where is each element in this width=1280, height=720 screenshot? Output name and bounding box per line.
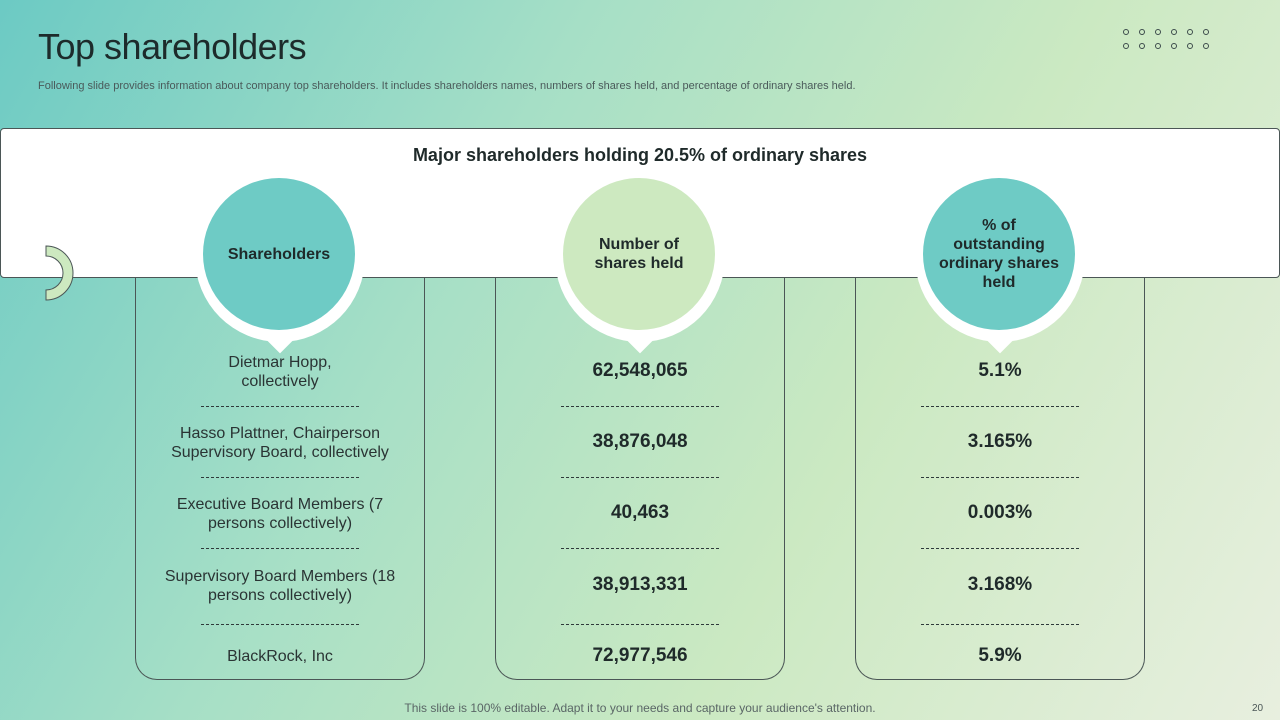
percent-column-panel bbox=[855, 277, 1145, 680]
shares-value: 62,548,065 bbox=[592, 360, 688, 381]
shares-header: Number of shares held bbox=[555, 172, 725, 354]
shareholders-column-panel bbox=[135, 277, 425, 680]
shareholder-name: BlackRock, Inc bbox=[227, 648, 333, 665]
row-divider bbox=[921, 624, 1079, 625]
row-divider bbox=[561, 548, 719, 549]
percent-value: 5.9% bbox=[978, 645, 1022, 666]
shares-value: 38,876,048 bbox=[592, 431, 688, 452]
percent-value: 0.003% bbox=[967, 502, 1033, 523]
row-divider bbox=[201, 548, 359, 549]
shareholder-name: Supervisory Board Members (18 persons co… bbox=[164, 568, 396, 604]
shares-value: 72,977,546 bbox=[592, 645, 688, 666]
row-divider bbox=[561, 477, 719, 478]
half-ring-icon bbox=[45, 245, 74, 301]
row-divider bbox=[561, 406, 719, 407]
shareholder-name: Dietmar Hopp, collectively bbox=[228, 354, 332, 390]
row-divider bbox=[921, 548, 1079, 549]
percent-header-label: % of outstanding ordinary shares held bbox=[923, 178, 1075, 330]
row-divider bbox=[201, 406, 359, 407]
percent-value: 3.168% bbox=[967, 574, 1033, 595]
row-divider bbox=[561, 624, 719, 625]
row-divider bbox=[201, 624, 359, 625]
page-number: 20 bbox=[1252, 703, 1264, 714]
footer-note: This slide is 100% editable. Adapt it to… bbox=[404, 701, 876, 715]
shareholders-header: Shareholders bbox=[195, 172, 365, 354]
row-divider bbox=[201, 477, 359, 478]
band-title: Major shareholders holding 20.5% of ordi… bbox=[412, 145, 868, 165]
percent-header: % of outstanding ordinary shares held bbox=[915, 172, 1085, 354]
shares-value: 40,463 bbox=[610, 502, 670, 523]
percent-value: 3.165% bbox=[967, 431, 1033, 452]
row-divider bbox=[921, 406, 1079, 407]
page-subtitle: Following slide provides information abo… bbox=[38, 80, 856, 92]
shares-column-panel bbox=[495, 277, 785, 680]
shares-value: 38,913,331 bbox=[592, 574, 688, 595]
page-title: Top shareholders bbox=[38, 26, 307, 67]
shareholder-name: Hasso Plattner, Chairperson Supervisory … bbox=[171, 425, 389, 461]
shareholder-name: Executive Board Members (7 persons colle… bbox=[176, 496, 384, 532]
shares-header-label: Number of shares held bbox=[563, 178, 715, 330]
percent-value: 5.1% bbox=[978, 360, 1022, 381]
row-divider bbox=[921, 477, 1079, 478]
decorative-dots-icon bbox=[1123, 29, 1211, 49]
shareholders-header-label: Shareholders bbox=[203, 178, 355, 330]
